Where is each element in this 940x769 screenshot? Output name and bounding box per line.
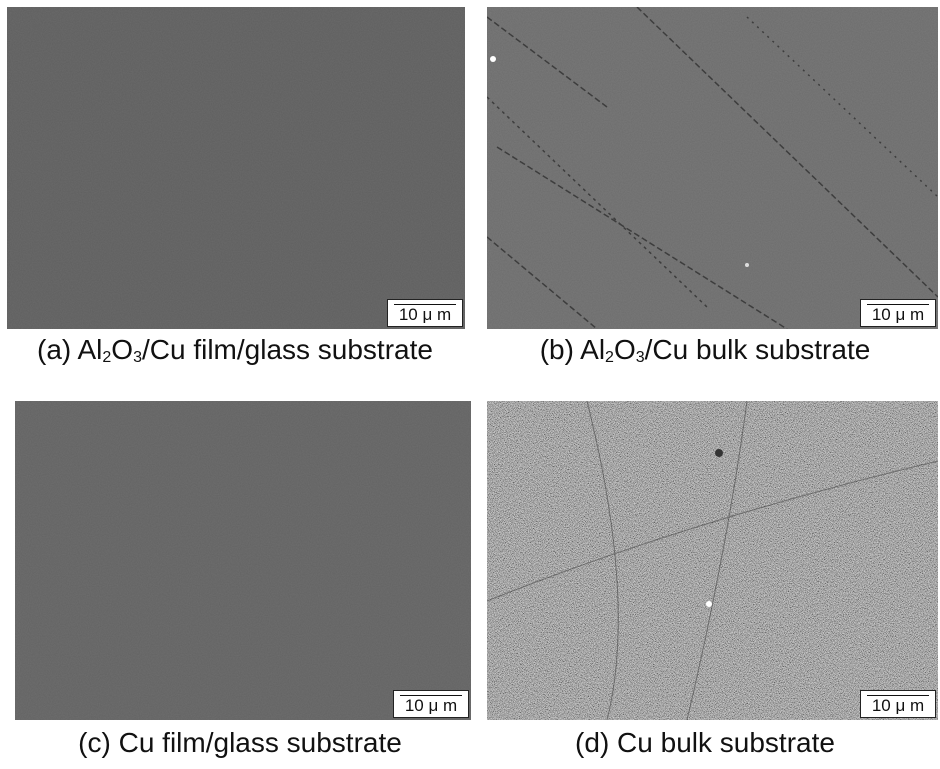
caption: (c) Cu film/glass substrate xyxy=(0,727,480,759)
scale-bar: 10 μ m xyxy=(860,299,936,327)
caption: (a) Al2O3/Cu film/glass substrate xyxy=(0,334,470,367)
caption-text: /Cu film/glass substrate xyxy=(142,334,433,365)
caption-subscript: 2 xyxy=(605,349,614,366)
caption-text: /Cu bulk substrate xyxy=(645,334,871,365)
caption-text: (b) Al xyxy=(540,334,605,365)
caption-subscript: 3 xyxy=(636,349,645,366)
caption-text: O xyxy=(614,334,636,365)
scale-bar: 10 μ m xyxy=(393,690,469,718)
caption-text: (d) Cu bulk substrate xyxy=(575,727,835,758)
caption: (d) Cu bulk substrate xyxy=(470,727,940,759)
scale-bar: 10 μ m xyxy=(860,690,936,718)
caption-subscript: 2 xyxy=(102,349,111,366)
caption-text: O xyxy=(111,334,133,365)
sem-image: 10 μ m xyxy=(487,7,938,329)
caption-text: (c) Cu film/glass substrate xyxy=(78,727,402,758)
caption-text: (a) Al xyxy=(37,334,102,365)
caption-subscript: 3 xyxy=(133,349,142,366)
caption: (b) Al2O3/Cu bulk substrate xyxy=(470,334,940,367)
sem-image: 10 μ m xyxy=(7,7,465,329)
scale-bar: 10 μ m xyxy=(387,299,463,327)
sem-image: 10 μ m xyxy=(487,401,938,720)
figure: 10 μ m (a) Al2O3/Cu film/glass substrate… xyxy=(0,0,940,769)
sem-image: 10 μ m xyxy=(15,401,471,720)
